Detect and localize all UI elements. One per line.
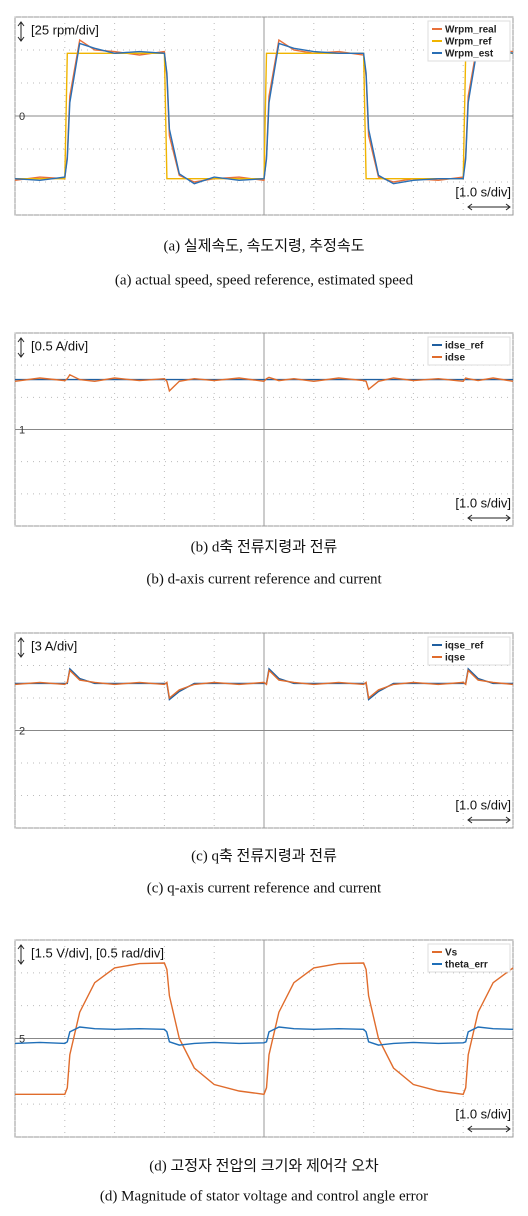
trace xyxy=(15,962,514,1096)
time-label: [1.0 s/div] xyxy=(455,184,511,199)
legend-box xyxy=(427,336,511,366)
caption-en: (b) d-axis current reference and current xyxy=(146,571,382,587)
legend-box xyxy=(427,943,511,973)
trace xyxy=(14,668,514,700)
caption-en: (c) q-axis current reference and current xyxy=(147,880,382,896)
trace xyxy=(14,1026,514,1046)
legend-label: Wrpm_real xyxy=(445,25,497,36)
channel-marker: 1 xyxy=(19,424,25,436)
trace xyxy=(14,373,514,393)
time-arrow xyxy=(467,1125,511,1133)
legend-label: Wrpm_ref xyxy=(445,37,492,48)
caption-en: (d) Magnitude of stator voltage and cont… xyxy=(100,1188,428,1204)
trace xyxy=(14,42,514,185)
legend-label: Vs xyxy=(445,948,458,959)
caption-ko: (c) q축 전류지령과 전류 xyxy=(191,847,337,864)
legend-box xyxy=(427,636,511,666)
scale-label: [25 rpm/div] xyxy=(31,22,99,37)
time-arrow xyxy=(467,816,511,824)
channel-marker: 0 xyxy=(19,111,25,123)
scale-arrow xyxy=(17,944,25,965)
time-label: [1.0 s/div] xyxy=(455,1106,511,1121)
channel-marker: 5 xyxy=(19,1033,25,1045)
legend-label: theta_err xyxy=(445,960,488,971)
scale-label: [1.5 V/div], [0.5 rad/div] xyxy=(31,945,164,960)
scale-arrow xyxy=(17,21,25,42)
legend-label: iqse xyxy=(445,653,465,664)
scale-label: [3 A/div] xyxy=(31,638,77,653)
time-arrow xyxy=(467,514,511,522)
channel-marker: 2 xyxy=(19,725,25,737)
legend-label: idse xyxy=(445,353,465,364)
scale-arrow xyxy=(17,337,25,358)
scale-arrow xyxy=(17,637,25,658)
legend-label: iqse_ref xyxy=(445,641,484,652)
legend-label: Wrpm_est xyxy=(445,49,494,60)
caption-ko: (b) d축 전류지령과 전류 xyxy=(191,538,338,555)
time-label: [1.0 s/div] xyxy=(455,495,511,510)
scale-label: [0.5 A/div] xyxy=(31,338,88,353)
time-label: [1.0 s/div] xyxy=(455,797,511,812)
caption-ko: (a) 실제속도, 속도지령, 추정속도 xyxy=(164,237,365,254)
time-arrow xyxy=(467,203,511,211)
caption-en: (a) actual speed, speed reference, estim… xyxy=(115,272,414,288)
caption-ko: (d) 고정자 전압의 크기와 제어각 오차 xyxy=(149,1157,379,1174)
legend-label: idse_ref xyxy=(445,341,484,352)
